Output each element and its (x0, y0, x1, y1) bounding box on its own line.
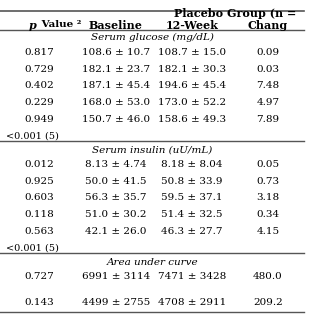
Text: 51.0 ± 30.2: 51.0 ± 30.2 (85, 210, 147, 219)
Text: 0.402: 0.402 (25, 81, 54, 90)
Text: 108.6 ± 10.7: 108.6 ± 10.7 (82, 48, 150, 57)
Text: Serum glucose (mg/dL): Serum glucose (mg/dL) (91, 33, 214, 43)
Text: 182.1 ± 30.3: 182.1 ± 30.3 (158, 65, 226, 74)
Text: 173.0 ± 52.2: 173.0 ± 52.2 (158, 98, 226, 107)
Text: 56.3 ± 35.7: 56.3 ± 35.7 (85, 193, 147, 203)
Text: 0.73: 0.73 (256, 177, 279, 186)
Text: 3.18: 3.18 (256, 193, 279, 203)
Text: 187.1 ± 45.4: 187.1 ± 45.4 (82, 81, 150, 90)
Text: 0.05: 0.05 (256, 160, 279, 169)
Text: 158.6 ± 49.3: 158.6 ± 49.3 (158, 115, 226, 124)
Text: 42.1 ± 26.0: 42.1 ± 26.0 (85, 227, 147, 236)
Text: 6991 ± 3114: 6991 ± 3114 (82, 272, 150, 281)
Text: 0.143: 0.143 (25, 298, 54, 307)
Text: 59.5 ± 37.1: 59.5 ± 37.1 (161, 193, 222, 203)
Text: 8.13 ± 4.74: 8.13 ± 4.74 (85, 160, 147, 169)
Text: 46.3 ± 27.7: 46.3 ± 27.7 (161, 227, 222, 236)
Text: 108.7 ± 15.0: 108.7 ± 15.0 (158, 48, 226, 57)
Text: 0.603: 0.603 (25, 193, 54, 203)
Text: <0.001 (5): <0.001 (5) (6, 131, 59, 140)
Text: <0.001 (5): <0.001 (5) (6, 243, 59, 252)
Text: Area under curve: Area under curve (106, 258, 198, 267)
Text: 0.118: 0.118 (25, 210, 54, 219)
Text: 0.563: 0.563 (25, 227, 54, 236)
Text: 0.03: 0.03 (256, 65, 279, 74)
Text: 0.34: 0.34 (256, 210, 279, 219)
Text: 150.7 ± 46.0: 150.7 ± 46.0 (82, 115, 150, 124)
Text: 8.18 ± 8.04: 8.18 ± 8.04 (161, 160, 222, 169)
Text: Baseline: Baseline (89, 20, 143, 31)
Text: 7471 ± 3428: 7471 ± 3428 (158, 272, 226, 281)
Text: Value ²: Value ² (38, 20, 81, 29)
Text: 4.15: 4.15 (256, 227, 279, 236)
Text: 7.48: 7.48 (256, 81, 279, 90)
Text: 0.012: 0.012 (25, 160, 54, 169)
Text: 194.6 ± 45.4: 194.6 ± 45.4 (158, 81, 226, 90)
Text: 7.89: 7.89 (256, 115, 279, 124)
Text: 182.1 ± 23.7: 182.1 ± 23.7 (82, 65, 150, 74)
Text: Chang: Chang (248, 20, 288, 31)
Text: 209.2: 209.2 (253, 298, 283, 307)
Text: 4.97: 4.97 (256, 98, 279, 107)
Text: 12-Week: 12-Week (165, 20, 218, 31)
Text: 0.949: 0.949 (25, 115, 54, 124)
Text: 480.0: 480.0 (253, 272, 283, 281)
Text: 168.0 ± 53.0: 168.0 ± 53.0 (82, 98, 150, 107)
Text: 50.0 ± 41.5: 50.0 ± 41.5 (85, 177, 147, 186)
Text: 0.817: 0.817 (25, 48, 54, 57)
Text: Serum insulin (uU/mL): Serum insulin (uU/mL) (92, 145, 212, 155)
Text: 4499 ± 2755: 4499 ± 2755 (82, 298, 150, 307)
Text: 0.09: 0.09 (256, 48, 279, 57)
Text: p: p (29, 20, 36, 31)
Text: Placebo Group (n =: Placebo Group (n = (173, 8, 296, 19)
Text: 0.925: 0.925 (25, 177, 54, 186)
Text: 50.8 ± 33.9: 50.8 ± 33.9 (161, 177, 222, 186)
Text: 0.727: 0.727 (25, 272, 54, 281)
Text: 4708 ± 2911: 4708 ± 2911 (158, 298, 226, 307)
Text: 51.4 ± 32.5: 51.4 ± 32.5 (161, 210, 222, 219)
Text: 0.729: 0.729 (25, 65, 54, 74)
Text: 0.229: 0.229 (25, 98, 54, 107)
